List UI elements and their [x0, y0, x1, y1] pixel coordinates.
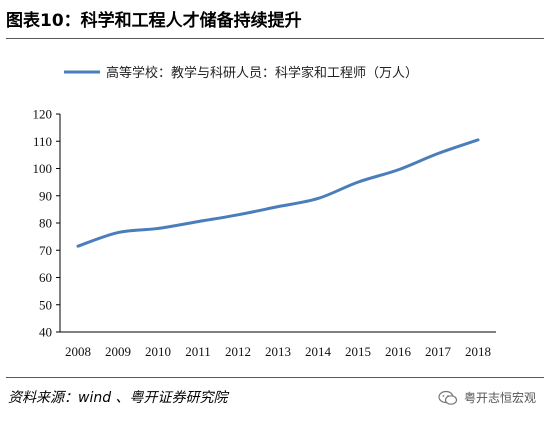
data-point: [317, 197, 320, 200]
data-point: [197, 220, 200, 223]
legend-label: 高等学校：教学与科研人员：科学家和工程师（万人）: [106, 65, 418, 81]
x-tick-label: 2017: [425, 344, 452, 359]
x-tick-label: 2009: [105, 344, 131, 359]
x-tick-label: 2018: [465, 344, 491, 359]
x-tick-label: 2016: [385, 344, 412, 359]
y-tick-label: 100: [33, 161, 53, 176]
y-tick-label: 70: [39, 243, 52, 258]
chart-legend: 高等学校：教学与科研人员：科学家和工程师（万人）: [64, 65, 418, 81]
data-point: [277, 205, 280, 208]
watermark: 粤开志恒宏观: [438, 389, 536, 406]
line-chart: 高等学校：教学与科研人员：科学家和工程师（万人） 40 50 60 70 80 90 100…: [33, 65, 496, 359]
x-tick-label: 2011: [185, 344, 211, 359]
y-tick-label: 50: [39, 297, 52, 312]
data-point: [117, 231, 120, 234]
y-tick-label: 110: [33, 134, 52, 149]
x-axis: 2008 2009 2010 2011 2012 2013 2014 2015 2016 2017…: [60, 331, 496, 359]
data-point: [477, 138, 480, 141]
data-point: [397, 168, 400, 171]
wechat-icon: [438, 390, 458, 405]
y-tick-label: 80: [39, 216, 52, 231]
y-tick-label: 120: [33, 107, 53, 122]
x-tick-label: 2012: [225, 344, 251, 359]
data-point: [77, 245, 80, 248]
x-tick-label: 2010: [145, 344, 171, 359]
series-line-0: [76, 138, 480, 248]
figure-title: 图表10：科学和工程人才储备持续提升: [6, 11, 302, 31]
data-point: [437, 152, 440, 155]
y-axis: 40 50 60 70 80 90 100 110 120: [33, 107, 61, 340]
x-tick-label: 2014: [305, 344, 332, 359]
watermark-text: 粤开志恒宏观: [463, 391, 536, 405]
y-tick-label: 40: [39, 325, 52, 340]
data-point: [237, 213, 240, 216]
data-point: [157, 227, 160, 230]
source-divider: [6, 377, 544, 378]
y-tick-label: 90: [39, 188, 52, 203]
series-group: [76, 138, 480, 248]
title-divider: [6, 38, 544, 39]
source-note: 资料来源：wind 、粤开证券研究院: [8, 390, 228, 406]
y-tick-label: 60: [39, 270, 52, 285]
x-tick-label: 2008: [65, 344, 91, 359]
x-tick-label: 2015: [345, 344, 371, 359]
x-tick-label: 2013: [265, 344, 291, 359]
data-point: [357, 181, 360, 184]
